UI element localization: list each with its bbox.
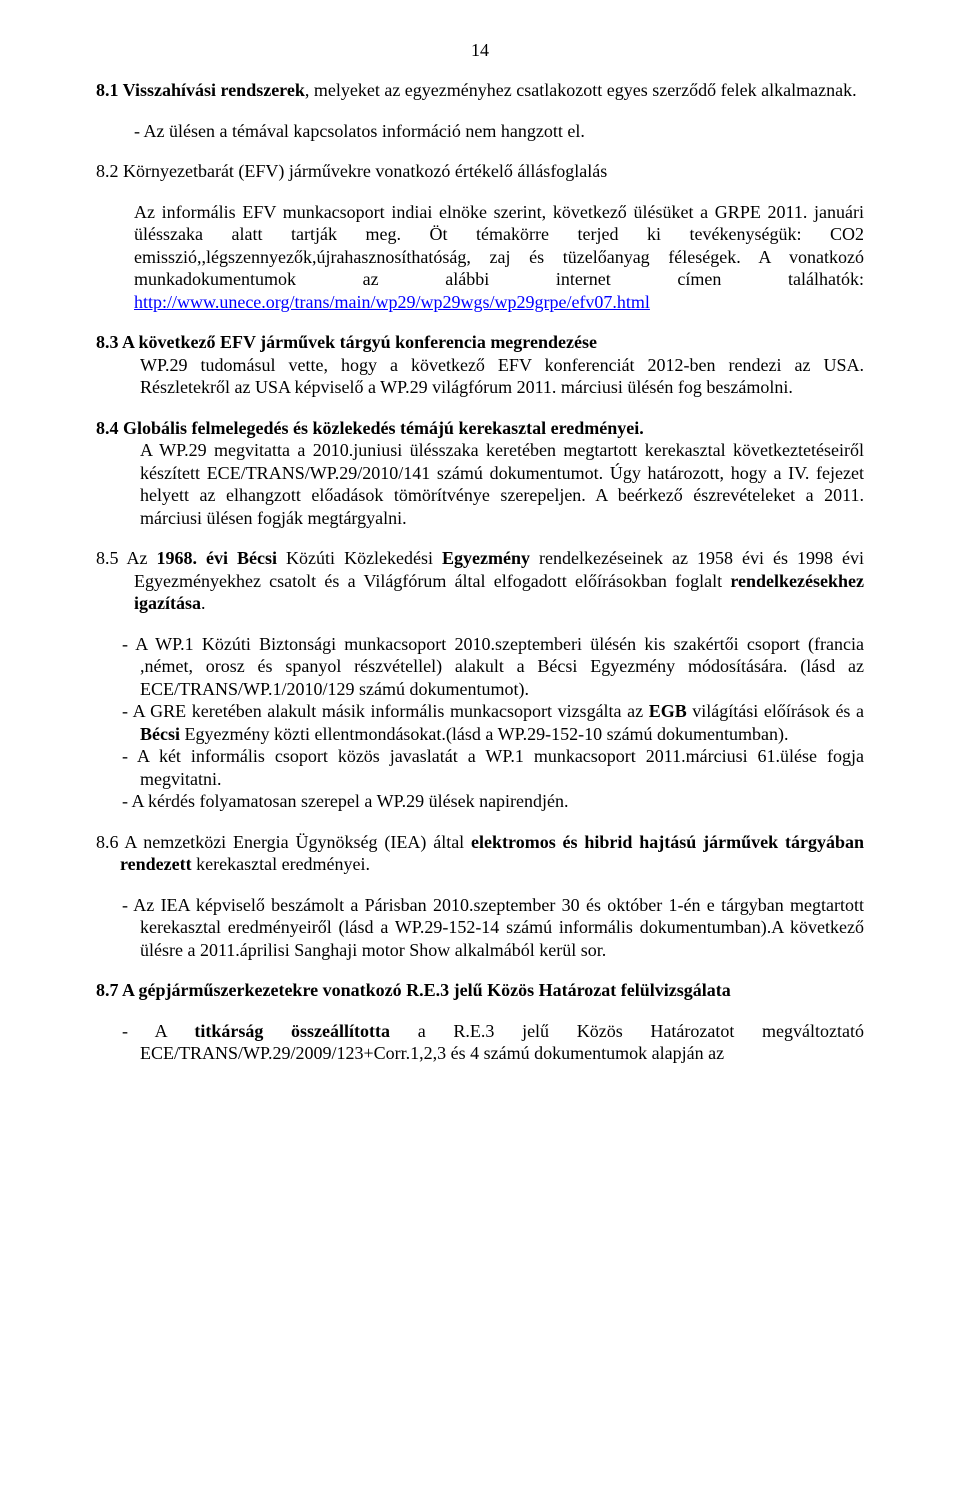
s85b2-d: Bécsi — [140, 724, 180, 744]
section-8-7-title: 8.7 A gépjárműszerkezetekre vonatkozó R.… — [134, 979, 864, 1002]
section-8-3-title: 8.3 A következő EFV járművek tárgyú konf… — [134, 331, 864, 354]
section-8-5-bullet-3: - A két informális csoport közös javasla… — [140, 745, 864, 790]
s85-d: Egyezmény — [442, 548, 530, 568]
section-8-1-heading: 8.1 Visszahívási rendszerek, melyeket az… — [134, 79, 864, 102]
s85b2-e: Egyezmény közti ellentmondásokat.(lásd a… — [180, 724, 789, 744]
section-8-3-body: WP.29 tudomásul vette, hogy a következő … — [140, 354, 864, 399]
section-8-6-heading: 8.6 A nemzetközi Energia Ügynökség (IEA)… — [120, 831, 864, 876]
s85-c: Közúti Közlekedési — [277, 548, 442, 568]
section-8-6-body: - Az IEA képviselő beszámolt a Párisban … — [140, 894, 864, 962]
section-8-4-bold: 8.4 Globális felmelegedés és közlekedés … — [96, 418, 644, 438]
section-8-4-body: A WP.29 megvitatta a 2010.juniusi üléssz… — [140, 439, 864, 529]
section-8-7-body: - A titkárság összeállította a R.E.3 jel… — [140, 1020, 864, 1065]
section-8-2-text: Az informális EFV munkacsoport indiai el… — [134, 202, 864, 290]
s85b2-b: EGB — [649, 701, 687, 721]
page-number: 14 — [96, 40, 864, 61]
section-8-5-bullet-4: - A kérdés folyamatosan szerepel a WP.29… — [140, 790, 864, 813]
section-8-1-bold: 8.1 Visszahívási rendszerek — [96, 80, 305, 100]
s86-a: 8.6 A nemzetközi Energia Ügynökség (IEA)… — [96, 832, 471, 852]
s85b2-c: világítási előírások és a — [687, 701, 864, 721]
s85-g: . — [201, 593, 206, 613]
s87-a: - A — [122, 1021, 194, 1041]
section-8-5-bullet-2: - A GRE keretében alakult másik informál… — [140, 700, 864, 745]
document-page: 14 8.1 Visszahívási rendszerek, melyeket… — [0, 0, 960, 1499]
section-8-1-bullet: - Az ülésen a témával kapcsolatos inform… — [134, 120, 864, 143]
efv-link[interactable]: http://www.unece.org/trans/main/wp29/wp2… — [134, 292, 650, 312]
section-8-7-bold: 8.7 A gépjárműszerkezetekre vonatkozó R.… — [96, 980, 731, 1000]
s85-a: 8.5 Az — [96, 548, 157, 568]
s85-b: 1968. évi Bécsi — [157, 548, 278, 568]
section-8-5-bullet-1: - A WP.1 Közúti Biztonsági munkacsoport … — [140, 633, 864, 701]
s87-b: titkárság összeállította — [194, 1021, 390, 1041]
section-8-2-body: Az informális EFV munkacsoport indiai el… — [134, 201, 864, 314]
section-8-4-title: 8.4 Globális felmelegedés és közlekedés … — [134, 417, 864, 440]
section-8-2-title: 8.2 Környezetbarát (EFV) járművekre vona… — [134, 160, 864, 183]
section-8-5-heading: 8.5 Az 1968. évi Bécsi Közúti Közlekedés… — [134, 547, 864, 615]
section-8-1-rest: , melyeket az egyezményhez csatlakozott … — [305, 80, 857, 100]
s86-c: kerekasztal eredményei. — [196, 854, 370, 874]
section-8-3-bold: 8.3 A következő EFV járművek tárgyú konf… — [96, 332, 597, 352]
s85b2-a: - A GRE keretében alakult másik informál… — [122, 701, 649, 721]
